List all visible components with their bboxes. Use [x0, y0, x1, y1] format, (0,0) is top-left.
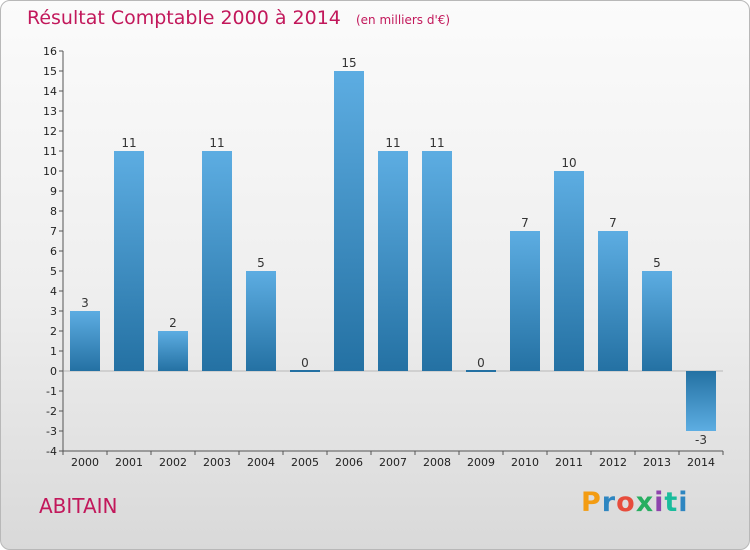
chart-title-row: Résultat Comptable 2000 à 2014 (en milli…: [27, 7, 450, 29]
y-tick-label: 2: [50, 325, 57, 338]
y-tick-label: 13: [43, 105, 57, 118]
y-tick-label: -4: [46, 445, 57, 458]
x-tick-label: 2005: [291, 456, 319, 469]
data-label: 10: [561, 156, 576, 170]
data-label: -3: [695, 433, 707, 447]
x-tick-label: 2013: [643, 456, 671, 469]
logo-letter: o: [616, 487, 636, 518]
x-tick-label: 2014: [687, 456, 715, 469]
data-label: 15: [341, 56, 356, 70]
x-tick-label: 2006: [335, 456, 363, 469]
y-tick-label: 0: [50, 365, 57, 378]
y-tick-label: -3: [46, 425, 57, 438]
bar: [422, 151, 452, 371]
y-tick-label: 9: [50, 185, 57, 198]
bar: [334, 71, 364, 371]
x-tick-label: 2002: [159, 456, 187, 469]
y-tick-label: 1: [50, 345, 57, 358]
y-tick-label: 3: [50, 305, 57, 318]
logo-letter: P: [581, 487, 602, 518]
data-label: 7: [521, 216, 529, 230]
y-tick-label: 6: [50, 245, 57, 258]
chart-subtitle: (en milliers d'€): [355, 13, 451, 27]
y-tick-label: -2: [46, 405, 57, 418]
y-tick-label: 12: [43, 125, 57, 138]
y-tick-label: 7: [50, 225, 57, 238]
bar: [70, 311, 100, 371]
data-label: 5: [257, 256, 265, 270]
x-tick-label: 2010: [511, 456, 539, 469]
x-tick-label: 2000: [71, 456, 99, 469]
bar: [114, 151, 144, 371]
logo-letter: r: [601, 487, 617, 518]
data-label: 11: [385, 136, 400, 150]
y-tick-label: 8: [50, 205, 57, 218]
bar: [598, 231, 628, 371]
data-label: 11: [429, 136, 444, 150]
logo-letter: i: [678, 487, 689, 518]
data-label: 11: [209, 136, 224, 150]
bar: [510, 231, 540, 371]
data-label: 5: [653, 256, 661, 270]
y-tick-label: -1: [46, 385, 57, 398]
data-label: 3: [81, 296, 89, 310]
y-tick-label: 15: [43, 65, 57, 78]
x-tick-label: 2007: [379, 456, 407, 469]
x-tick-label: 2003: [203, 456, 231, 469]
x-tick-label: 2001: [115, 456, 143, 469]
place-name: ABITAIN: [39, 494, 118, 518]
x-tick-label: 2012: [599, 456, 627, 469]
chart-title: Résultat Comptable 2000 à 2014: [27, 7, 341, 29]
bar: [642, 271, 672, 371]
data-label: 0: [477, 356, 485, 370]
y-tick-label: 10: [43, 165, 57, 178]
bar: [246, 271, 276, 371]
bar: [202, 151, 232, 371]
y-tick-label: 16: [43, 45, 57, 58]
y-tick-label: 11: [43, 145, 57, 158]
logo-letter: t: [664, 487, 679, 518]
bar: [378, 151, 408, 371]
bar: [158, 331, 188, 371]
bar: [686, 371, 716, 431]
data-label: 11: [121, 136, 136, 150]
x-tick-label: 2011: [555, 456, 583, 469]
logo-letter: x: [635, 487, 655, 518]
x-tick-label: 2008: [423, 456, 451, 469]
data-label: 7: [609, 216, 617, 230]
x-tick-label: 2004: [247, 456, 275, 469]
y-tick-label: 4: [50, 285, 57, 298]
data-label: 0: [301, 356, 309, 370]
bar: [554, 171, 584, 371]
x-tick-label: 2009: [467, 456, 495, 469]
bar: [466, 370, 496, 372]
proxiti-logo: Proxiti: [581, 487, 689, 518]
y-tick-label: 14: [43, 85, 57, 98]
y-tick-label: 5: [50, 265, 57, 278]
data-label: 2: [169, 316, 177, 330]
bar: [290, 370, 320, 372]
logo-letter: i: [654, 487, 665, 518]
